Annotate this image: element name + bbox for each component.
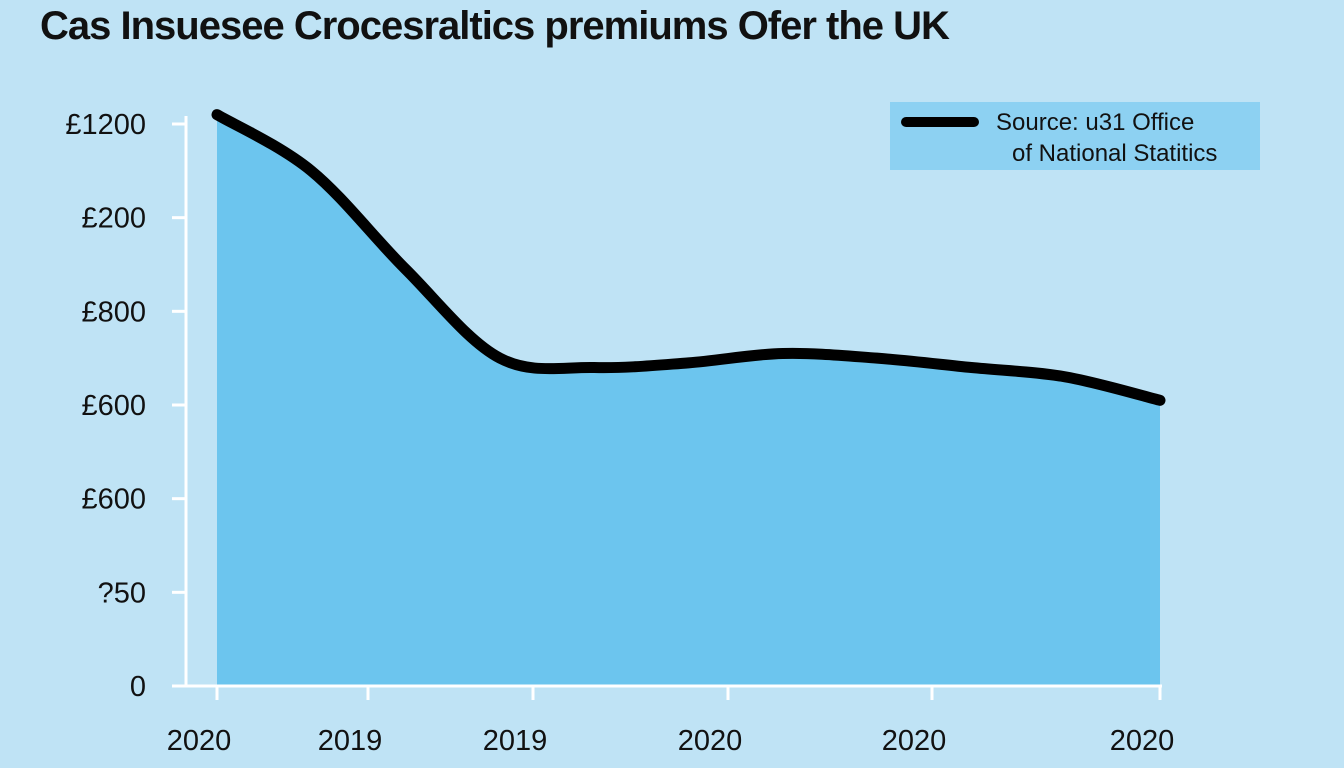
y-tick-label-0: £1200 — [65, 109, 146, 141]
y-tick-label-2: £800 — [81, 296, 146, 328]
y-tick-label-4: £600 — [81, 484, 146, 516]
legend-line-2: of National Statitics — [1012, 140, 1217, 167]
data-point-0-6 — [782, 352, 784, 354]
data-point-0-9 — [1065, 376, 1067, 378]
y-tick-label-1: £200 — [81, 203, 146, 235]
data-point-0-8 — [970, 367, 972, 369]
data-point-0-7 — [876, 357, 878, 359]
area-fill-series-0 — [217, 114, 1160, 687]
x-tick-label-4: 2020 — [882, 725, 947, 757]
data-point-0-1 — [310, 170, 312, 172]
data-point-0-0 — [216, 114, 218, 116]
data-point-0-5 — [688, 362, 689, 364]
x-tick-label-3: 2020 — [678, 725, 743, 757]
legend-box — [890, 102, 1260, 170]
data-point-0-2 — [405, 268, 407, 270]
x-tick-label-0: 2020 — [167, 725, 232, 757]
x-tick-label-2: 2019 — [483, 725, 548, 757]
y-tick-label-3: £600 — [81, 390, 146, 422]
chart-title: Cas Insuesee Crocesraltics premiums Ofer… — [40, 4, 950, 48]
x-tick-label-5: 2020 — [1110, 725, 1175, 757]
series-line-0 — [211, 109, 1166, 406]
y-tick-label-5: ?50 — [98, 577, 146, 609]
data-point-0-10 — [1159, 399, 1161, 401]
data-point-0-4 — [593, 367, 595, 369]
y-tick-label-6: 0 — [130, 671, 146, 703]
x-tick-label-1: 2019 — [318, 725, 383, 757]
legend-line-1: Source: u31 Office — [996, 109, 1194, 136]
data-point-0-3 — [499, 357, 501, 359]
legend: Source: u31 Office of National Statitics — [890, 102, 1260, 170]
